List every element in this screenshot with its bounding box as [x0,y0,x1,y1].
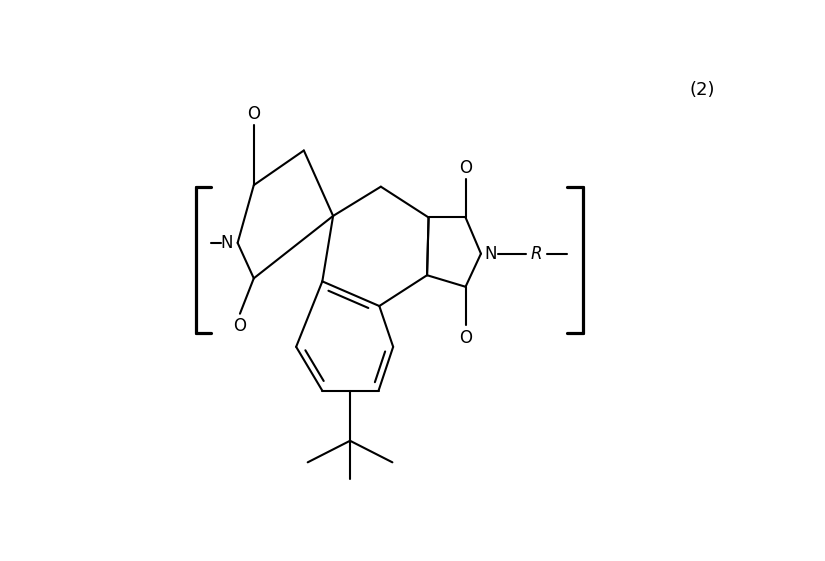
Text: R: R [530,245,542,263]
Text: O: O [233,317,247,335]
Text: (2): (2) [689,81,714,99]
Text: N: N [485,245,497,263]
Text: N: N [220,234,233,252]
Text: O: O [459,329,472,347]
Text: O: O [459,159,472,177]
Text: O: O [248,105,261,123]
